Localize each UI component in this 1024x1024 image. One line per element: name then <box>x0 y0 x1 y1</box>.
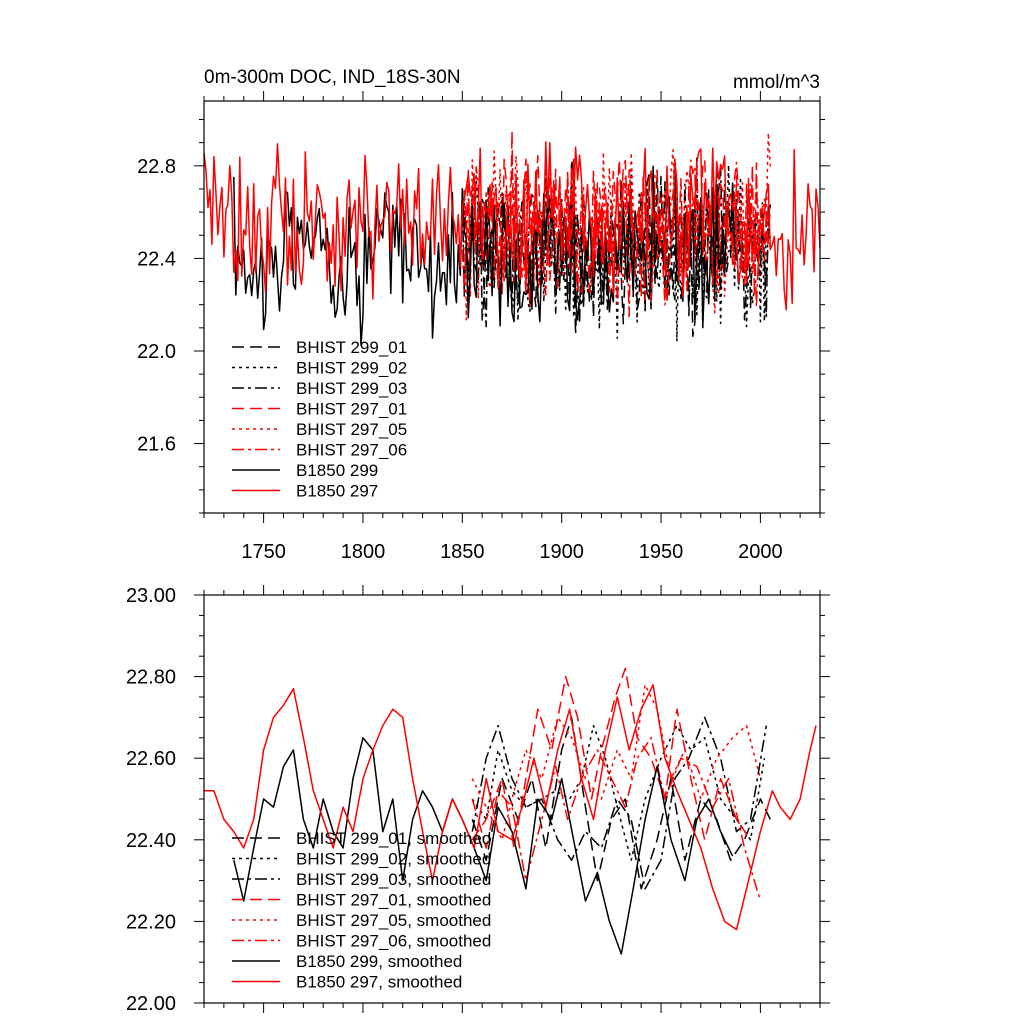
series-line-bhist-299-03-smoothed <box>471 716 768 890</box>
legend-label-bhist-299-02: BHIST 299_02 <box>296 359 407 378</box>
top-series-group <box>203 130 821 346</box>
series-line-bhist-299-01-smoothed <box>471 716 771 890</box>
top-panel-title: 0m-300m DOC, IND_18S-30N <box>204 67 461 88</box>
legend-label-bhist-299-03: BHIST 299_03 <box>296 379 407 398</box>
legend-label-b1850-297: B1850 297 <box>296 482 378 501</box>
x-tick-label: 1900 <box>539 541 584 563</box>
legend-label-b1850-297-smoothed: B1850 297, smoothed <box>296 973 462 992</box>
bottom-panel: 22.00 22.20 22.40 22.60 22.80 23.00 BHIST 299… <box>126 585 830 1015</box>
y-tick-label: 22.0 <box>137 341 176 363</box>
top-axis-frame <box>203 100 821 514</box>
legend-label-b1850-299-smoothed: B1850 299, smoothed <box>296 952 462 971</box>
series-line-bhist-297-06-smoothed <box>471 737 762 902</box>
bottom-ticks: 22.00 22.20 22.40 22.60 22.80 23.00 <box>126 585 830 1015</box>
x-tick-label: 1850 <box>440 541 485 563</box>
legend-label-bhist-299-03-smoothed: BHIST 299_03, smoothed <box>296 870 491 889</box>
top-panel: 0m-300m DOC, IND_18S-30N mmol/m^3 1750 18… <box>137 67 830 563</box>
series-line-bhist-299-02-smoothed <box>471 724 766 861</box>
series-line-b1850-299 <box>233 165 738 346</box>
series-line-bhist-297-01-smoothed <box>471 667 752 849</box>
legend-label-bhist-297-01-smoothed: BHIST 297_01, smoothed <box>296 891 491 910</box>
legend-label-bhist-299-02-smoothed: BHIST 299_02, smoothed <box>296 850 491 869</box>
y-tick-label: 22.60 <box>126 748 176 770</box>
y-tick-label: 22.00 <box>126 993 176 1015</box>
bottom-legend: BHIST 299_01, smoothed BHIST 299_02, smoo… <box>232 829 491 992</box>
y-tick-label: 22.80 <box>126 667 176 689</box>
legend-label-bhist-297-01: BHIST 297_01 <box>296 400 407 419</box>
series-line-b1850-297-smoothed <box>204 684 817 931</box>
x-tick-label: 1800 <box>341 541 386 563</box>
series-line-bhist-299-02 <box>461 164 772 343</box>
legend-label-bhist-297-06: BHIST 297_06 <box>296 441 407 460</box>
y-tick-label: 22.40 <box>126 830 176 852</box>
y-tick-label: 21.6 <box>137 434 176 456</box>
y-tick-label: 23.00 <box>126 585 176 607</box>
legend-label-bhist-297-05: BHIST 297_05 <box>296 420 407 439</box>
y-tick-label: 22.4 <box>137 248 176 270</box>
legend-label-bhist-297-05-smoothed: BHIST 297_05, smoothed <box>296 911 491 930</box>
legend-label-bhist-297-06-smoothed: BHIST 297_06, smoothed <box>296 932 491 951</box>
y-tick-label: 22.20 <box>126 911 176 933</box>
top-ticks: 1750 1800 1850 1900 1950 2000 21.6 22.0 22.4 22.8 <box>137 91 830 563</box>
series-line-bhist-297-05-smoothed <box>471 684 762 841</box>
legend-label-bhist-299-01-smoothed: BHIST 299_01, smoothed <box>296 829 491 848</box>
top-panel-units: mmol/m^3 <box>733 72 820 93</box>
x-tick-label: 2000 <box>738 541 783 563</box>
x-tick-label: 1750 <box>241 541 286 563</box>
series-line-b1850-297 <box>203 141 821 311</box>
legend-label-b1850-299: B1850 299 <box>296 461 378 480</box>
legend-label-bhist-299-01: BHIST 299_01 <box>296 338 407 357</box>
y-tick-label: 22.8 <box>137 156 176 178</box>
x-tick-label: 1950 <box>639 541 684 563</box>
bottom-series-group <box>204 667 817 955</box>
